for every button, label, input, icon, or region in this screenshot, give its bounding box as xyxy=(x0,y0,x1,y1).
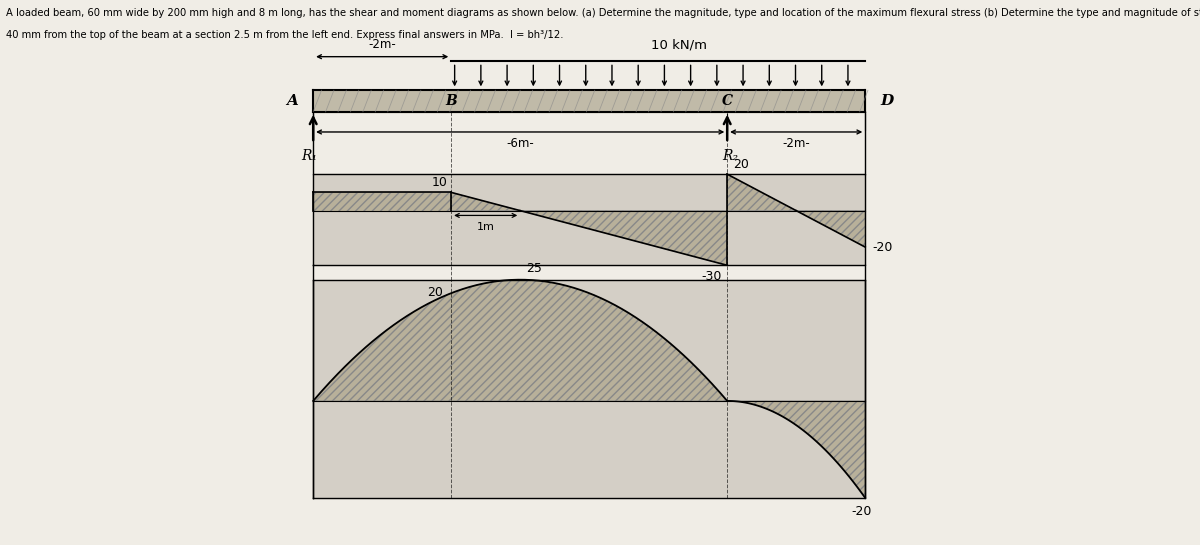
Text: -2m-: -2m- xyxy=(782,137,810,150)
Text: 10: 10 xyxy=(432,175,448,189)
Text: R₂: R₂ xyxy=(722,149,739,164)
Text: 20: 20 xyxy=(427,286,443,299)
Text: 1m: 1m xyxy=(476,222,494,232)
Text: -2m-: -2m- xyxy=(368,38,396,51)
Text: -30: -30 xyxy=(701,270,721,283)
Text: 40 mm from the top of the beam at a section 2.5 m from the left end. Express fin: 40 mm from the top of the beam at a sect… xyxy=(6,30,564,40)
Text: 10 kN/m: 10 kN/m xyxy=(650,39,707,52)
Text: 25: 25 xyxy=(526,262,541,275)
Text: A: A xyxy=(286,94,298,108)
Text: A loaded beam, 60 mm wide by 200 mm high and 8 m long, has the shear and moment : A loaded beam, 60 mm wide by 200 mm high… xyxy=(6,8,1200,18)
Text: C: C xyxy=(721,94,733,108)
Text: -6m-: -6m- xyxy=(506,137,534,150)
Text: -20: -20 xyxy=(872,240,893,253)
Text: D: D xyxy=(881,94,894,108)
Text: -20: -20 xyxy=(852,505,872,518)
Text: B: B xyxy=(445,94,457,108)
Text: 20: 20 xyxy=(733,158,749,171)
Text: R₁: R₁ xyxy=(301,149,318,164)
